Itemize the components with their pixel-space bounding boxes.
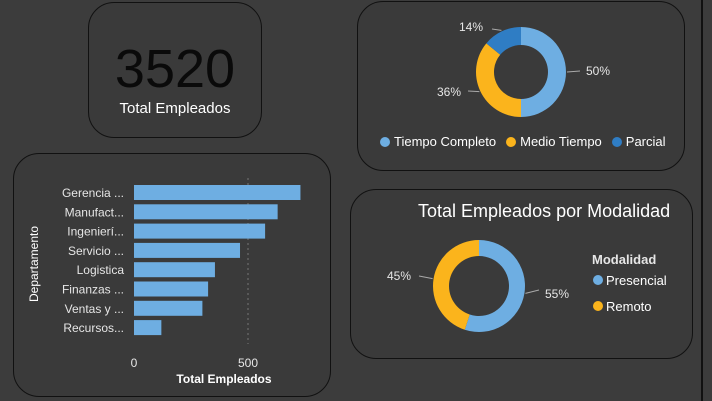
legend-dot xyxy=(593,301,603,311)
slice-data-label: 14% xyxy=(459,20,483,34)
modalidad-donut-card[interactable]: Total Empleados por Modalidad 55% 45% Modal… xyxy=(350,189,693,359)
legend-item-remoto[interactable]: Remoto xyxy=(593,299,652,314)
departamento-bar-chart: Gerencia ... Manufact... Ingenierí... Servi… xyxy=(27,178,301,386)
category-label: Logistica xyxy=(77,263,125,277)
window-edge xyxy=(701,0,703,401)
category-label: Ingenierí... xyxy=(67,225,124,239)
modalidad-legend-title: Modalidad xyxy=(592,252,656,267)
slice-data-label: 55% xyxy=(545,287,569,301)
legend-item-medio-tiempo[interactable]: Medio Tiempo xyxy=(506,134,602,149)
legend-dot xyxy=(611,136,622,147)
donut-slice[interactable] xyxy=(476,43,521,118)
legend-label: Medio Tiempo xyxy=(520,134,602,149)
slice-data-label: 36% xyxy=(437,85,461,99)
departamento-bar-card[interactable]: Gerencia ... Manufact... Ingenierí... Servi… xyxy=(13,153,331,397)
leader-line xyxy=(491,28,502,31)
bar[interactable] xyxy=(134,204,278,220)
donut-slice[interactable] xyxy=(486,27,521,55)
kpi-value: 3520 xyxy=(114,39,236,99)
bar[interactable] xyxy=(134,262,215,278)
category-label: Finanzas ... xyxy=(62,283,124,297)
x-axis-label: Total Empleados xyxy=(176,372,271,386)
jornada-donut-chart: 50% 36% 14% xyxy=(437,20,610,118)
legend-dot xyxy=(380,136,390,147)
y-axis-label: Departamento xyxy=(27,226,41,302)
bar[interactable] xyxy=(134,300,203,316)
legend-item-tiempo-completo[interactable]: Tiempo Completo xyxy=(380,134,496,149)
donut-slice[interactable] xyxy=(464,240,525,332)
legend-label: Remoto xyxy=(606,299,652,314)
donut-slice[interactable] xyxy=(521,27,566,117)
donut-slice[interactable] xyxy=(433,240,479,330)
kpi-label: Total Empleados xyxy=(119,100,231,117)
category-label: Recursos... xyxy=(63,321,124,335)
leader-line xyxy=(566,70,581,73)
legend-item-parcial[interactable]: Parcial xyxy=(611,134,666,149)
bar[interactable] xyxy=(134,223,266,239)
leader-line xyxy=(418,275,433,280)
legend-dot xyxy=(593,275,603,285)
x-tick-label: 500 xyxy=(238,356,258,370)
modalidad-chart-title: Total Empleados por Modalidad xyxy=(418,201,670,221)
jornada-donut-card[interactable]: 50% 36% 14% Tiempo Completo Medio Tiempo P… xyxy=(357,1,685,171)
modalidad-donut-chart: Total Empleados por Modalidad 55% 45% Modal… xyxy=(387,201,670,332)
leader-line xyxy=(467,90,480,93)
legend-item-presencial[interactable]: Presencial xyxy=(593,273,667,288)
legend-dot xyxy=(506,136,517,147)
slice-data-label: 50% xyxy=(586,64,610,78)
kpi-card[interactable]: 3520 Total Empleados xyxy=(88,2,262,138)
leader-line xyxy=(525,289,540,294)
slice-data-label: 45% xyxy=(387,269,411,283)
bar[interactable] xyxy=(134,320,162,336)
x-tick-label: 0 xyxy=(131,356,138,370)
bar[interactable] xyxy=(134,281,209,297)
jornada-legend: Tiempo Completo Medio Tiempo Parcial xyxy=(380,134,672,149)
legend-label: Tiempo Completo xyxy=(394,134,497,149)
category-label: Servicio ... xyxy=(68,244,124,258)
bar[interactable] xyxy=(134,242,241,258)
legend-label: Presencial xyxy=(606,273,667,288)
category-label: Gerencia ... xyxy=(62,186,124,200)
legend-label: Parcial xyxy=(625,134,666,149)
category-label: Manufact... xyxy=(65,205,124,219)
bar[interactable] xyxy=(134,185,301,200)
category-label: Ventas y ... xyxy=(65,302,124,316)
